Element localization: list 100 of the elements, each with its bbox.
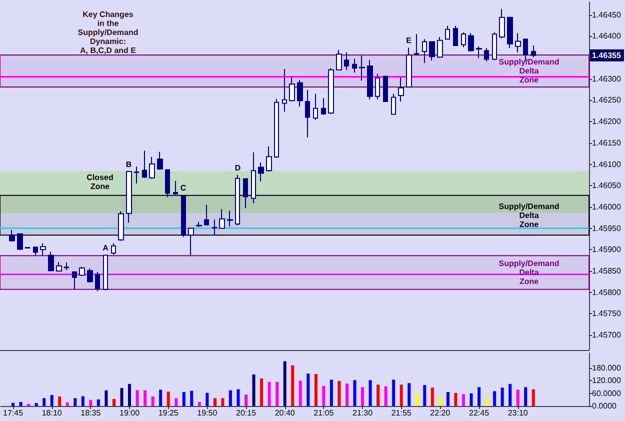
y-tick-label: 1.46050 xyxy=(592,181,622,190)
bar xyxy=(500,388,504,406)
bar xyxy=(19,402,22,406)
candlestick xyxy=(344,52,349,70)
bar xyxy=(423,385,426,406)
candlestick xyxy=(48,251,54,272)
candlestick xyxy=(126,171,132,224)
bar xyxy=(221,398,224,406)
candlestick xyxy=(398,76,404,102)
y-tick-label: 1.46300 xyxy=(592,74,622,84)
bar xyxy=(408,383,411,406)
bar xyxy=(260,378,264,406)
bar xyxy=(345,384,348,406)
candlestick xyxy=(142,150,147,178)
candlestick xyxy=(227,210,233,228)
bar xyxy=(96,399,100,406)
candlestick xyxy=(111,242,116,256)
bar xyxy=(493,391,496,406)
candlestick xyxy=(468,32,474,52)
bar xyxy=(478,387,481,406)
bar xyxy=(330,380,333,406)
candlestick xyxy=(157,151,163,170)
y-tick-label: 1.45950 xyxy=(592,224,622,233)
candlestick xyxy=(274,98,279,158)
bar xyxy=(532,389,535,406)
bar xyxy=(276,382,279,406)
candlestick xyxy=(437,36,443,58)
candlestick xyxy=(367,60,373,100)
candlestick xyxy=(492,32,497,61)
annotation: B xyxy=(126,160,132,170)
candlestick xyxy=(453,25,458,46)
candlestick xyxy=(321,98,326,116)
annotation: E xyxy=(406,36,412,46)
candlestick xyxy=(289,76,295,102)
annotation: A xyxy=(102,244,109,253)
candlestick xyxy=(235,174,240,226)
candlestick xyxy=(103,254,108,291)
bar xyxy=(508,384,512,406)
bar xyxy=(151,396,154,406)
candlestick xyxy=(40,242,46,257)
x-tick-label: 19:25 xyxy=(158,408,179,418)
candlestick xyxy=(9,230,15,242)
bar xyxy=(268,382,271,406)
candlestick xyxy=(173,180,178,196)
bar xyxy=(166,392,170,406)
band-label: Closed Zone xyxy=(86,173,114,192)
bar xyxy=(159,390,162,406)
y-tick-label: 1.46400 xyxy=(592,32,622,41)
bar xyxy=(438,396,442,406)
x-tick-label: 20:40 xyxy=(274,408,296,418)
bar xyxy=(42,398,46,406)
x-tick-label: 19:00 xyxy=(119,408,140,418)
x-tick-label: 21:30 xyxy=(352,408,374,418)
candlestick xyxy=(499,8,505,39)
candlestick xyxy=(258,162,264,182)
y-tick-label: 1.46000 xyxy=(592,202,622,212)
candlestick xyxy=(181,194,186,238)
y-tick-label: 180.000 xyxy=(592,363,622,372)
candlestick xyxy=(72,270,77,290)
y-tick-label: 0.0000 xyxy=(592,402,618,410)
candlestick xyxy=(17,233,23,251)
bar xyxy=(34,403,38,406)
bar xyxy=(322,386,326,406)
bar xyxy=(283,361,286,406)
band-label: Supply/Demand Delta Zone xyxy=(498,202,560,229)
bar xyxy=(66,402,69,406)
y-tick-label: 1.45700 xyxy=(592,330,622,340)
bar xyxy=(136,390,139,406)
annotation: C xyxy=(180,184,186,192)
y-tick-label: 1.45850 xyxy=(592,266,622,276)
bar xyxy=(485,398,488,406)
candlestick xyxy=(204,204,209,226)
x-tick-label: 22:20 xyxy=(430,408,451,418)
y-tick-label: 120.000 xyxy=(592,376,622,386)
bar xyxy=(392,380,396,406)
bar xyxy=(376,384,380,406)
bar xyxy=(128,384,132,406)
candlestick xyxy=(414,34,419,56)
y-tick-label: 60.0000 xyxy=(592,388,622,398)
y-tick-label: 1.45900 xyxy=(592,245,622,254)
bar xyxy=(236,389,240,406)
x-tick-label: 23:10 xyxy=(508,408,528,418)
candlestick xyxy=(429,41,435,61)
candlestick xyxy=(422,38,427,64)
y-tick-label: 1.46200 xyxy=(592,117,622,126)
candlestick xyxy=(476,46,482,58)
annotation: 1.46355 xyxy=(592,50,622,60)
candlestick xyxy=(282,68,287,112)
candlestick xyxy=(243,178,248,209)
candlestick xyxy=(305,89,310,138)
bar xyxy=(206,392,209,406)
bar xyxy=(112,399,116,406)
candlestick xyxy=(134,166,139,184)
candlestick xyxy=(196,221,202,228)
bar xyxy=(74,398,77,406)
y-tick-label: 1.46450 xyxy=(592,10,622,20)
candlestick xyxy=(118,210,124,242)
bar xyxy=(144,390,147,406)
candlestick xyxy=(212,219,217,236)
bar xyxy=(430,388,434,406)
